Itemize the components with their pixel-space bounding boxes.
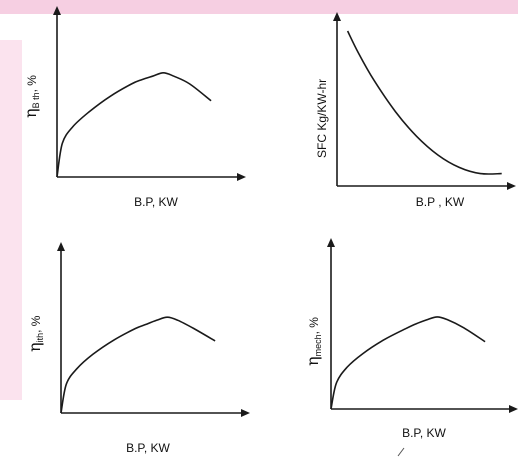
series-line [330, 316, 486, 410]
x-axis-arrow [237, 173, 246, 181]
y-axis-label: ηB th, % [21, 75, 41, 118]
left-band [0, 40, 22, 400]
y-label-subscript: ith [35, 333, 45, 343]
y-axis-label: ηith, % [25, 315, 45, 352]
y-label-suffix: , % [29, 315, 43, 333]
y-axis-arrow [57, 242, 65, 251]
panel-specific-fuel-consumption: B.P , KW SFC Kg/KW-hr [315, 12, 516, 209]
y-label-subscript: B th [31, 92, 41, 108]
x-axis-label: B.P, KW [134, 195, 178, 209]
series-line [60, 316, 216, 414]
x-axis-label: B.P, KW [402, 426, 446, 440]
top-band [0, 0, 518, 14]
y-axis-arrow [327, 238, 335, 247]
y-label-subscript: mech [313, 334, 323, 356]
panel-mechanical-efficiency: B.P, KW ηmech, % [303, 238, 518, 440]
stray-mark [397, 447, 405, 457]
y-axis-label: ηmech, % [303, 317, 323, 366]
y-label-symbol: η [21, 108, 40, 118]
x-axis-arrow [241, 409, 250, 417]
y-label-suffix: SFC Kg/KW-hr [315, 79, 329, 158]
x-axis-label: B.P , KW [416, 195, 465, 209]
y-label-symbol: η [25, 342, 44, 352]
y-label-suffix: , % [25, 75, 39, 93]
panel-indicated-thermal-efficiency: B.P, KW ηith, % [25, 242, 250, 455]
y-axis-label: SFC Kg/KW-hr [315, 79, 329, 158]
series-line [56, 71, 212, 178]
y-axis-arrow [333, 12, 341, 21]
series-line [346, 30, 502, 175]
y-label-suffix: , % [307, 317, 321, 335]
y-axis-arrow [53, 6, 61, 15]
x-axis-arrow [509, 405, 518, 413]
x-axis-arrow [507, 182, 516, 190]
x-axis-label: B.P, KW [126, 441, 170, 455]
panel-brake-thermal-efficiency: B.P, KW ηB th, % [21, 6, 246, 209]
y-label-symbol: η [303, 356, 322, 366]
